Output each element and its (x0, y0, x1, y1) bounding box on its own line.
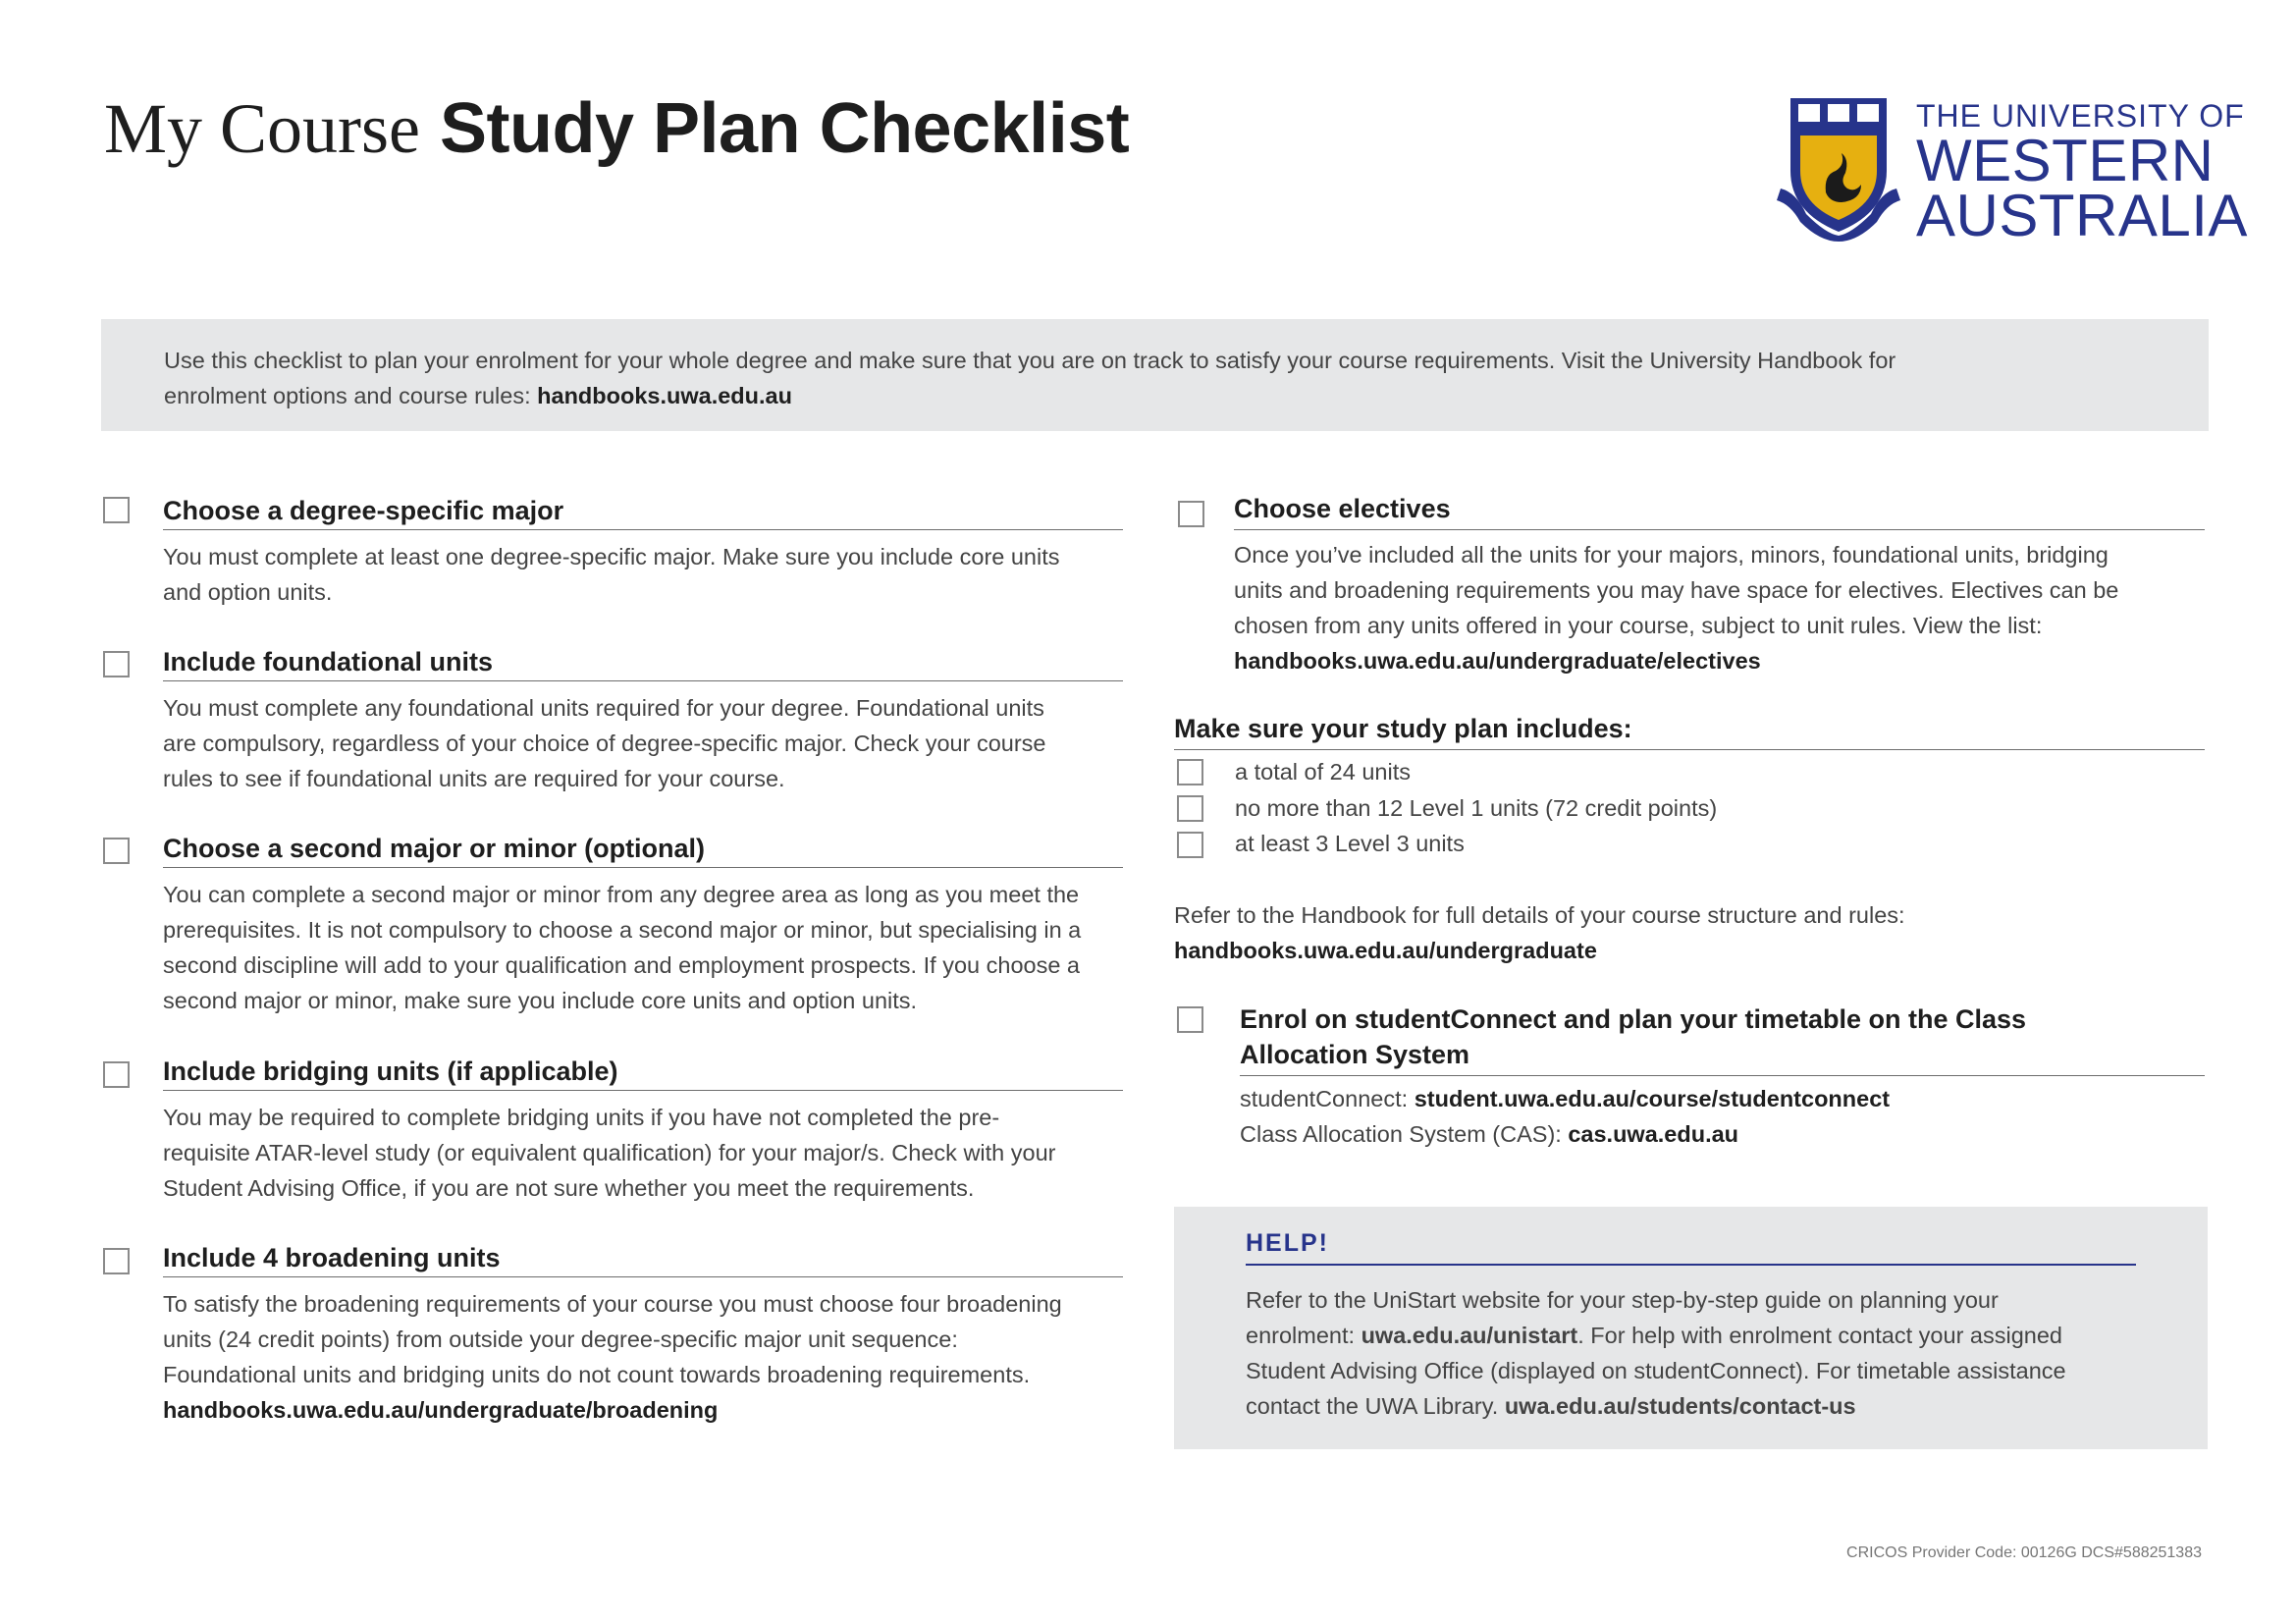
intro-box: Use this checklist to plan your enrolmen… (101, 319, 2209, 431)
text-line: Student Advising Office (displayed on st… (1246, 1358, 2066, 1383)
text-line: requisite ATAR-level study (or equivalen… (163, 1140, 1056, 1165)
text-line: You may be required to complete bridging… (163, 1105, 1000, 1130)
body-foundational: You must complete any foundational units… (163, 690, 1046, 796)
checkbox-level3-units[interactable] (1177, 832, 1203, 858)
text-line: prerequisites. It is not compulsory to c… (163, 917, 1082, 943)
text-fragment: contact the UWA Library. (1246, 1393, 1505, 1419)
checkbox-electives[interactable] (1178, 501, 1204, 527)
studentconnect-line: studentConnect: student.uwa.edu.au/cours… (1240, 1081, 1890, 1116)
text-line: units (24 credit points) from outside yo… (163, 1326, 958, 1352)
help-line2: enrolment: uwa.edu.au/unistart. For help… (1246, 1318, 2066, 1353)
checkbox-broadening[interactable] (103, 1248, 130, 1274)
broadening-link[interactable]: handbooks.uwa.edu.au/undergraduate/broad… (163, 1397, 719, 1423)
help-title: HELP! (1246, 1226, 2136, 1266)
text-line: Foundational units and bridging units do… (163, 1362, 1031, 1387)
text-line: Refer to the UniStart website for your s… (1246, 1287, 1999, 1313)
intro-line1: Use this checklist to plan your enrolmen… (164, 348, 1896, 373)
wordmark-line2: WESTERN (1916, 128, 2215, 193)
help-body: Refer to the UniStart website for your s… (1246, 1282, 2066, 1424)
help-line4: contact the UWA Library. uwa.edu.au/stud… (1246, 1388, 2066, 1424)
checkbox-level1-units[interactable] (1177, 795, 1203, 822)
wordmark-line3: AUSTRALIA (1916, 183, 2248, 248)
cas-link[interactable]: cas.uwa.edu.au (1568, 1121, 1739, 1147)
cas-label: Class Allocation System (CAS): (1240, 1121, 1569, 1147)
electives-link[interactable]: handbooks.uwa.edu.au/undergraduate/elect… (1234, 648, 1761, 674)
item-total-units: a total of 24 units (1235, 759, 1411, 785)
wordmark-line1: THE UNIVERSITY OF (1916, 98, 2245, 134)
help-box: HELP! Refer to the UniStart website for … (1174, 1207, 2208, 1449)
sc-label: studentConnect: (1240, 1086, 1415, 1111)
uwa-logo: THE UNIVERSITY OF WESTERN AUSTRALIA (1777, 94, 2247, 245)
text-line: and option units. (163, 579, 333, 605)
checkbox-foundational[interactable] (103, 651, 130, 677)
heading-degree-major: Choose a degree-specific major (163, 493, 1123, 530)
wordmark: THE UNIVERSITY OF WESTERN AUSTRALIA (1916, 98, 2248, 248)
footer-cricos: CRICOS Provider Code: 00126G DCS#5882513… (1846, 1544, 2202, 1561)
crest-icon (1777, 98, 1900, 242)
body-electives: Once you’ve included all the units for y… (1234, 537, 2118, 678)
text-line: To satisfy the broadening requirements o… (163, 1291, 1062, 1317)
refer-handbook: Refer to the Handbook for full details o… (1174, 897, 1905, 968)
text-line: Refer to the Handbook for full details o… (1174, 902, 1905, 928)
heading-electives: Choose electives (1234, 491, 2205, 530)
body-enrol: studentConnect: student.uwa.edu.au/cours… (1240, 1081, 1890, 1152)
intro-line2-text: enrolment options and course rules: (164, 383, 538, 408)
title-light: My Course (104, 89, 420, 168)
title-bold: Study Plan Checklist (440, 89, 1130, 168)
body-broadening: To satisfy the broadening requirements o… (163, 1286, 1062, 1428)
heading-second-major: Choose a second major or minor (optional… (163, 831, 1123, 868)
item-level3-units: at least 3 Level 3 units (1235, 831, 1465, 856)
text-line: You must complete any foundational units… (163, 695, 1044, 721)
heading-enrol-line1: Enrol on studentConnect and plan your ti… (1240, 1004, 2027, 1034)
item-level1-units: no more than 12 Level 1 units (72 credit… (1235, 795, 1718, 821)
unistart-link[interactable]: uwa.edu.au/unistart (1361, 1323, 1578, 1348)
body-degree-major: You must complete at least one degree-sp… (163, 539, 1060, 610)
heading-bridging: Include bridging units (if applicable) (163, 1054, 1123, 1091)
checkbox-total-units[interactable] (1177, 759, 1203, 785)
checkbox-enrol[interactable] (1177, 1006, 1203, 1033)
text-line: Student Advising Office, if you are not … (163, 1175, 975, 1201)
heading-plan-includes: Make sure your study plan includes: (1174, 711, 2205, 750)
checkbox-second-major[interactable] (103, 838, 130, 864)
handbook-link[interactable]: handbooks.uwa.edu.au (537, 383, 792, 408)
text-line: rules to see if foundational units are r… (163, 766, 785, 791)
cas-line: Class Allocation System (CAS): cas.uwa.e… (1240, 1116, 1890, 1152)
text-line: chosen from any units offered in your co… (1234, 613, 2043, 638)
contact-us-link[interactable]: uwa.edu.au/students/contact-us (1504, 1393, 1856, 1419)
intro-line2: enrolment options and course rules: hand… (164, 378, 2146, 413)
heading-enrol: Enrol on studentConnect and plan your ti… (1240, 1001, 2205, 1076)
text-fragment: enrolment: (1246, 1323, 1362, 1348)
body-bridging: You may be required to complete bridging… (163, 1100, 1055, 1206)
text-line: second discipline will add to your quali… (163, 952, 1080, 978)
heading-enrol-line2: Allocation System (1240, 1040, 1470, 1069)
studentconnect-link[interactable]: student.uwa.edu.au/course/studentconnect (1414, 1086, 1891, 1111)
text-line: Once you’ve included all the units for y… (1234, 542, 2109, 568)
heading-foundational: Include foundational units (163, 644, 1123, 681)
checkbox-degree-major[interactable] (103, 497, 130, 523)
text-line: You must complete at least one degree-sp… (163, 544, 1060, 569)
text-line: units and broadening requirements you ma… (1234, 577, 2119, 603)
text-line: You can complete a second major or minor… (163, 882, 1080, 907)
text-fragment: . For help with enrolment contact your a… (1577, 1323, 2062, 1348)
page-title: My Course Study Plan Checklist (104, 84, 1130, 173)
heading-broadening: Include 4 broadening units (163, 1240, 1123, 1277)
body-second-major: You can complete a second major or minor… (163, 877, 1081, 1018)
text-line: are compulsory, regardless of your choic… (163, 731, 1046, 756)
checkbox-bridging[interactable] (103, 1061, 130, 1088)
undergraduate-link[interactable]: handbooks.uwa.edu.au/undergraduate (1174, 938, 1597, 963)
text-line: second major or minor, make sure you inc… (163, 988, 918, 1013)
